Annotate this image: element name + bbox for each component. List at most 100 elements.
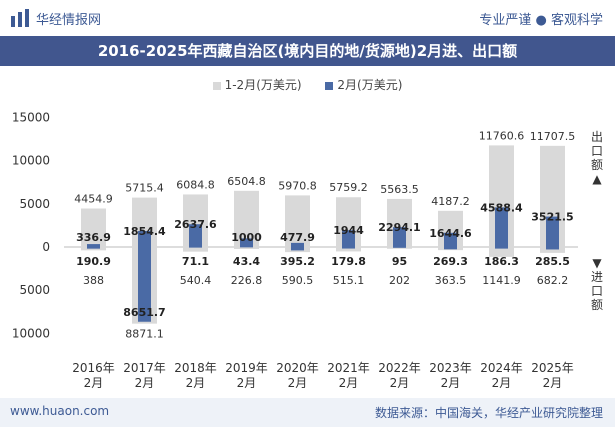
title-band [0, 36, 615, 66]
x-tick-label-month: 2月 [492, 376, 512, 390]
data-label-ytd-export: 11760.6 [479, 129, 525, 142]
data-label-feb-import: 43.4 [233, 255, 260, 268]
data-label-feb-import: 186.3 [484, 255, 519, 268]
x-tick-label-year: 2020年 [276, 361, 319, 375]
bar-feb-export [393, 227, 406, 247]
bar-ytd-export [81, 208, 106, 247]
x-tick-label-month: 2月 [390, 376, 410, 390]
bar-feb-import [87, 247, 100, 249]
x-tick-label-year: 2025年 [531, 361, 574, 375]
bar-feb-export [291, 242, 304, 247]
bar-feb-import [138, 247, 151, 322]
legend-label-1: 1-2月(万美元) [224, 78, 302, 92]
x-tick-label-month: 2月 [135, 376, 155, 390]
bar-ytd-import [336, 247, 361, 252]
up-arrow-icon: ▲ [592, 172, 602, 186]
import-side-label: ▼ 进口额 [589, 256, 605, 312]
data-label-feb-import: 179.8 [331, 255, 366, 268]
x-tick-label-month: 2月 [339, 376, 359, 390]
legend-swatch-1 [212, 81, 221, 90]
data-label-feb-import: 269.3 [433, 255, 468, 268]
x-tick-label-month: 2月 [186, 376, 206, 390]
data-label-feb-import: 395.2 [280, 255, 315, 268]
footer-band [0, 398, 615, 427]
x-tick-label-year: 2022年 [378, 361, 421, 375]
data-label-feb-import: 190.9 [76, 255, 111, 268]
data-label-feb-export: 477.9 [280, 231, 315, 244]
bar-feb-export [87, 244, 100, 247]
bar-ytd-import [183, 247, 208, 252]
data-label-ytd-import: 1141.9 [482, 274, 521, 287]
y-tick-label: 0 [42, 240, 50, 254]
slogan: 专业严谨 ● 客观科学 [479, 13, 603, 28]
data-label-ytd-export: 5970.8 [278, 179, 317, 192]
bar-ytd-import [489, 247, 514, 257]
data-label-ytd-export: 5715.4 [125, 182, 164, 195]
data-label-ytd-export: 5563.5 [380, 183, 419, 196]
data-label-feb-export: 2294.1 [378, 221, 420, 234]
data-label-ytd-export: 6084.8 [176, 178, 215, 191]
x-tick-label-year: 2018年 [174, 361, 217, 375]
bar-feb-import [189, 247, 202, 248]
y-tick-label: 15000 [12, 110, 50, 124]
bar-feb-import [546, 247, 559, 250]
data-label-feb-import: 8651.7 [123, 306, 165, 319]
data-label-feb-export: 4588.4 [480, 201, 523, 214]
data-label-ytd-export: 6504.8 [227, 175, 266, 188]
data-label-ytd-import: 590.5 [282, 274, 314, 287]
data-label-feb-import: 95 [392, 255, 407, 268]
bar-ytd-export [234, 190, 259, 247]
x-tick-label-year: 2024年 [480, 361, 523, 375]
bar-ytd-export [285, 195, 310, 247]
export-side-text: 出口额 [590, 130, 603, 172]
data-label-ytd-import: 363.5 [435, 274, 467, 287]
bar-feb-import [444, 247, 457, 250]
huaon-logo-icon [11, 9, 29, 27]
bar-feb-import [393, 247, 406, 248]
down-arrow-icon: ▼ [592, 256, 602, 270]
brand-name: 华经情报网 [36, 13, 102, 28]
legend-item-2: 2月(万美元) [325, 76, 402, 93]
x-tick-label-year: 2021年 [327, 361, 370, 375]
data-label-ytd-import: 226.8 [231, 274, 263, 287]
bar-feb-export [240, 238, 253, 247]
x-tick-label-month: 2月 [84, 376, 104, 390]
data-label-feb-export: 336.9 [76, 231, 111, 244]
data-label-ytd-import: 540.4 [180, 274, 212, 287]
bar-feb-import [495, 247, 508, 249]
x-tick-label-year: 2016年 [72, 361, 115, 375]
x-tick-label-month: 2月 [543, 376, 563, 390]
y-tick-label: 10000 [12, 326, 50, 340]
legend-swatch-2 [325, 81, 334, 90]
y-tick-label: 10000 [12, 154, 50, 168]
data-label-ytd-export: 5759.2 [329, 181, 368, 194]
data-label-feb-export: 3521.5 [531, 211, 573, 224]
data-label-ytd-import: 515.1 [333, 274, 365, 287]
legend-label-2: 2月(万美元) [337, 78, 403, 92]
bar-ytd-import [234, 247, 259, 249]
y-tick-label: 5000 [19, 283, 50, 297]
data-label-ytd-import: 388 [83, 274, 104, 287]
bar-ytd-import [540, 247, 565, 253]
x-tick-label-month: 2月 [237, 376, 257, 390]
export-side-label: 出口额 ▲ [589, 130, 605, 186]
data-label-feb-export: 2637.6 [174, 218, 217, 231]
bar-feb-import [291, 247, 304, 251]
bar-feb-export [444, 232, 457, 247]
data-label-ytd-export: 4187.2 [431, 195, 470, 208]
data-label-ytd-import: 202 [389, 274, 410, 287]
chart-title: 2016-2025年西藏自治区(境内目的地/货源地)2月进、出口额 [97, 42, 518, 60]
data-label-ytd-export: 4454.9 [74, 193, 113, 206]
x-tick-label-month: 2月 [441, 376, 461, 390]
data-label-ytd-import: 682.2 [537, 274, 569, 287]
import-side-text: 进口额 [590, 270, 603, 312]
bar-feb-export [546, 216, 559, 247]
x-tick-label-month: 2月 [288, 376, 308, 390]
top-bar [0, 0, 615, 36]
bar-feb-export [138, 230, 151, 247]
data-label-feb-import: 71.1 [182, 255, 209, 268]
footer-source: 数据来源：中国海关，华经产业研究院整理 [374, 406, 603, 420]
legend-item-1: 1-2月(万美元) [212, 76, 302, 93]
bar-ytd-import [81, 247, 106, 251]
